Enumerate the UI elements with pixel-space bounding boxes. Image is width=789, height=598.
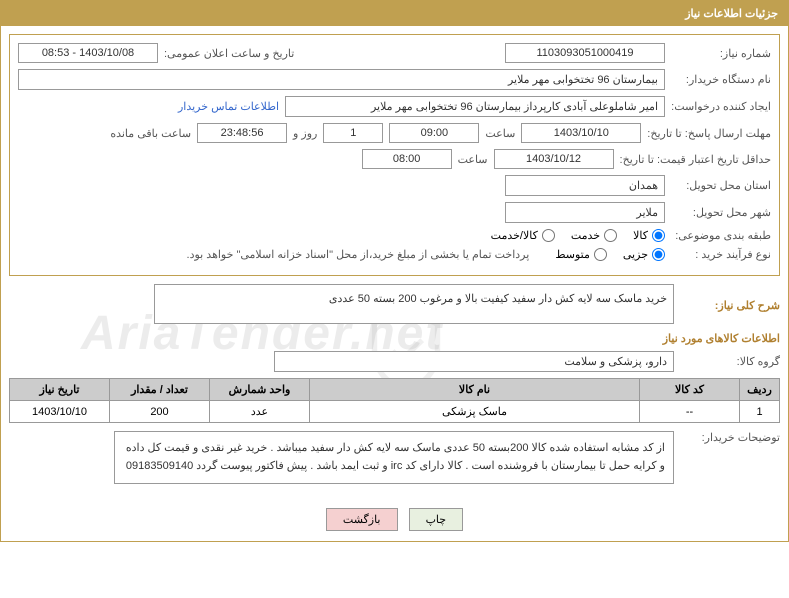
th-unit: واحد شمارش: [210, 379, 310, 401]
announce-date-label: تاریخ و ساعت اعلان عمومی:: [164, 47, 294, 60]
response-date-field: 1403/10/10: [521, 123, 641, 143]
category-radio-group: کالا خدمت کالا/خدمت: [491, 229, 665, 242]
radio-medium-input[interactable]: [594, 248, 607, 261]
th-date: تاریخ نیاز: [10, 379, 110, 401]
time-word-1: ساعت: [485, 127, 515, 140]
radio-goods-label: کالا: [633, 229, 648, 242]
td-date: 1403/10/10: [10, 401, 110, 423]
items-table: ردیف کد کالا نام کالا واحد شمارش تعداد /…: [9, 378, 780, 423]
radio-service[interactable]: خدمت: [571, 229, 617, 242]
buyer-org-label: نام دستگاه خریدار:: [671, 73, 771, 86]
response-deadline-label: مهلت ارسال پاسخ: تا تاریخ:: [647, 127, 771, 140]
th-qty: تعداد / مقدار: [110, 379, 210, 401]
days-count-field: 1: [323, 123, 383, 143]
time-word-2: ساعت: [458, 153, 488, 166]
items-section-title: اطلاعات کالاهای مورد نیاز: [9, 332, 780, 345]
td-name: ماسک پزشکی: [310, 401, 640, 423]
min-validity-label: حداقل تاریخ اعتبار قیمت: تا تاریخ:: [620, 153, 771, 166]
buyer-notes-label: توضیحات خریدار:: [680, 431, 780, 444]
goods-group-field: دارو، پزشکی و سلامت: [274, 351, 674, 372]
radio-goods[interactable]: کالا: [633, 229, 665, 242]
td-code: --: [640, 401, 740, 423]
radio-service-label: خدمت: [571, 229, 600, 242]
requester-field: امیر شاملوعلی آبادی کارپرداز بیمارستان 9…: [285, 96, 665, 117]
td-qty: 200: [110, 401, 210, 423]
radio-partial-input[interactable]: [652, 248, 665, 261]
need-number-field: 1103093051000419: [505, 43, 665, 63]
radio-goods-input[interactable]: [652, 229, 665, 242]
table-row: 1 -- ماسک پزشکی عدد 200 1403/10/10: [10, 401, 780, 423]
buyer-contact-link[interactable]: اطلاعات تماس خریدار: [178, 100, 279, 113]
radio-partial-label: جزیی: [623, 248, 648, 261]
th-name: نام کالا: [310, 379, 640, 401]
announce-date-field: 1403/10/08 - 08:53: [18, 43, 158, 63]
radio-medium-label: متوسط: [555, 248, 590, 261]
category-label: طبقه بندی موضوعی:: [671, 229, 771, 242]
process-note: پرداخت تمام یا بخشی از مبلغ خرید،از محل …: [187, 248, 530, 261]
remaining-label: ساعت باقی مانده: [110, 127, 191, 140]
radio-medium[interactable]: متوسط: [555, 248, 607, 261]
radio-goods-service-input[interactable]: [542, 229, 555, 242]
days-and-label: روز و: [293, 127, 317, 140]
description-field: خرید ماسک سه لایه کش دار سفید کیفیت بالا…: [154, 284, 674, 324]
delivery-province-label: استان محل تحویل:: [671, 179, 771, 192]
delivery-city-field: ملایر: [505, 202, 665, 223]
buyer-org-field: بیمارستان 96 تختخوابی مهر ملایر: [18, 69, 665, 90]
delivery-province-field: همدان: [505, 175, 665, 196]
th-row: ردیف: [740, 379, 780, 401]
need-number-label: شماره نیاز:: [671, 47, 771, 60]
td-row: 1: [740, 401, 780, 423]
td-unit: عدد: [210, 401, 310, 423]
delivery-city-label: شهر محل تحویل:: [671, 206, 771, 219]
th-code: کد کالا: [640, 379, 740, 401]
validity-time-field: 08:00: [362, 149, 452, 169]
description-title: شرح کلی نیاز:: [680, 299, 780, 312]
goods-group-label: گروه کالا:: [680, 355, 780, 368]
requester-label: ایجاد کننده درخواست:: [671, 100, 771, 113]
back-button[interactable]: بازگشت: [326, 508, 398, 531]
response-time-field: 09:00: [389, 123, 479, 143]
buyer-notes-field: از کد مشابه استفاده شده کالا 200بسته 50 …: [114, 431, 674, 484]
countdown-field: 23:48:56: [197, 123, 287, 143]
panel-header: جزئیات اطلاعات نیاز: [1, 1, 788, 26]
process-radio-group: جزیی متوسط: [555, 248, 665, 261]
radio-goods-service-label: کالا/خدمت: [491, 229, 538, 242]
radio-service-input[interactable]: [604, 229, 617, 242]
print-button[interactable]: چاپ: [409, 508, 464, 531]
validity-date-field: 1403/10/12: [494, 149, 614, 169]
process-type-label: نوع فرآیند خرید :: [671, 248, 771, 261]
radio-partial[interactable]: جزیی: [623, 248, 665, 261]
radio-goods-service[interactable]: کالا/خدمت: [491, 229, 555, 242]
